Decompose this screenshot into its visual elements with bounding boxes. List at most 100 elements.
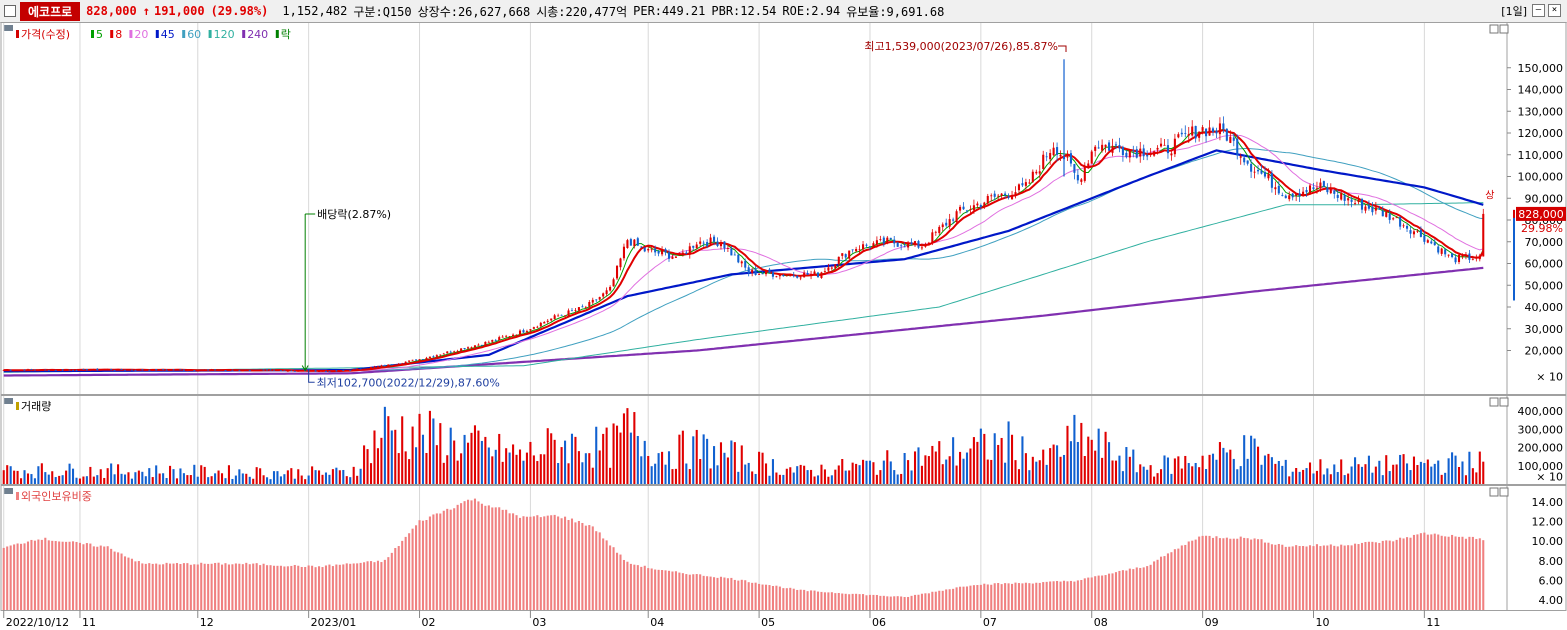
volume-bar — [352, 466, 355, 484]
foreign-ratio-bar — [619, 554, 622, 610]
foreign-legend-swatch — [16, 492, 19, 500]
legend-item-3[interactable]: 20 — [134, 28, 148, 41]
candle-body — [196, 370, 199, 372]
panel-close-icon[interactable] — [1499, 487, 1509, 497]
volume-bar — [758, 451, 761, 484]
candle-body — [879, 238, 882, 240]
minimize-icon[interactable]: – — [1532, 4, 1545, 17]
candle-body — [1464, 254, 1467, 257]
volume-bar — [182, 473, 185, 484]
volume-bar — [778, 474, 781, 484]
volume-bar — [1156, 473, 1159, 484]
foreign-ratio-bar — [799, 589, 802, 610]
select-checkbox[interactable] — [4, 5, 16, 17]
panel-menu-icon[interactable] — [4, 488, 13, 494]
foreign-ratio-bar — [515, 515, 518, 610]
foreign-ratio-bar — [1430, 534, 1433, 610]
candle-body — [47, 369, 50, 371]
foreign-title: 외국인보유비중 — [21, 490, 92, 503]
legend-item-4[interactable]: 45 — [161, 28, 175, 41]
candle-body — [1246, 160, 1249, 164]
volume-bar — [40, 463, 43, 484]
foreign-ratio-bar — [553, 514, 556, 610]
volume-bar — [1288, 476, 1291, 484]
candle-body — [16, 370, 19, 371]
candle-body — [948, 219, 951, 227]
foreign-ratio-bar — [837, 592, 840, 610]
foreign-ratio-bars — [2, 498, 1485, 610]
panel-menu-icon[interactable] — [4, 25, 13, 31]
volume-bar — [518, 449, 522, 484]
volume-bar — [1184, 455, 1187, 484]
foreign-ratio-bar — [907, 596, 910, 610]
legend-item-7[interactable]: 240 — [247, 28, 268, 41]
panel-close-icon[interactable] — [1499, 24, 1509, 34]
volume-bar — [1128, 456, 1131, 484]
volume-bar — [716, 465, 719, 484]
panel-menu-icon[interactable] — [4, 398, 13, 404]
panel-restore-icon[interactable] — [1489, 24, 1499, 34]
foreign-ratio-bar — [671, 571, 674, 610]
volume-bar — [837, 465, 840, 484]
period-selector[interactable]: [1일] — [1501, 5, 1527, 18]
volume-bar — [1388, 471, 1391, 484]
volume-bar — [16, 470, 19, 484]
volume-bar — [595, 426, 598, 484]
close-icon[interactable]: × — [1548, 4, 1561, 17]
candle-body — [1461, 255, 1464, 257]
legend-item-8[interactable]: 락 — [281, 28, 291, 41]
foreign-ratio-bar — [20, 543, 23, 610]
volume-bar — [356, 475, 359, 484]
volume-bar — [986, 459, 989, 484]
volume-bar — [1322, 474, 1325, 484]
foreign-ratio-bar — [879, 595, 882, 610]
candle-body — [1083, 166, 1086, 181]
panel-close-icon[interactable] — [1499, 397, 1509, 407]
x-tick-label: 11 — [1426, 616, 1440, 629]
volume-bar — [127, 472, 130, 484]
foreign-ratio-bar — [1270, 544, 1273, 610]
volume-bar — [1270, 457, 1273, 484]
candle-body — [473, 345, 477, 348]
volume-bar — [834, 469, 837, 484]
volume-bar — [619, 432, 622, 484]
candle-body — [85, 369, 88, 371]
volume-bar — [85, 476, 88, 484]
candle-body — [1367, 205, 1370, 209]
foreign-ratio-bar — [1222, 538, 1225, 610]
foreign-ratio-bar — [1211, 537, 1215, 610]
foreign-ratio-bar — [1187, 541, 1190, 610]
volume-bar — [1007, 421, 1010, 484]
foreign-ratio-bar — [1236, 538, 1239, 610]
candle-body — [175, 369, 179, 371]
legend-item-5[interactable]: 60 — [187, 28, 201, 41]
candle-body — [657, 251, 660, 254]
volume-bar — [629, 432, 632, 484]
candle-body — [1277, 185, 1280, 194]
legend-item-6[interactable]: 120 — [214, 28, 235, 41]
candle-body — [165, 369, 168, 371]
legend-item-2[interactable]: 8 — [115, 28, 122, 41]
candle-body — [896, 242, 899, 247]
foreign-tick-label: 6.00 — [1539, 575, 1564, 588]
volume-bar — [65, 470, 68, 484]
foreign-ratio-bar — [886, 596, 889, 610]
candle-body — [179, 369, 182, 371]
legend-item-1[interactable]: 5 — [96, 28, 103, 41]
candle-body — [1007, 196, 1010, 198]
volume-bar — [1049, 448, 1052, 484]
chart-canvas[interactable]: 150,000 140,000 130,000 120,000 110,000 100,0… — [0, 22, 1567, 630]
price-tick-label: 140,000 — [1518, 84, 1564, 97]
candle-body — [1205, 128, 1208, 137]
volume-bar — [1177, 456, 1180, 484]
panel-restore-icon[interactable] — [1489, 397, 1499, 407]
candle-body — [428, 356, 431, 358]
stock-name[interactable]: 에코프로 — [20, 1, 81, 21]
panel-restore-icon[interactable] — [1489, 487, 1499, 497]
foreign-ratio-bar — [1302, 546, 1305, 610]
foreign-ratio-bar — [848, 594, 851, 610]
candle-body — [979, 205, 982, 208]
legend-item-0[interactable]: 가격(수정) — [21, 28, 70, 41]
price-candles — [2, 59, 1485, 373]
foreign-ratio-bar — [411, 528, 414, 610]
